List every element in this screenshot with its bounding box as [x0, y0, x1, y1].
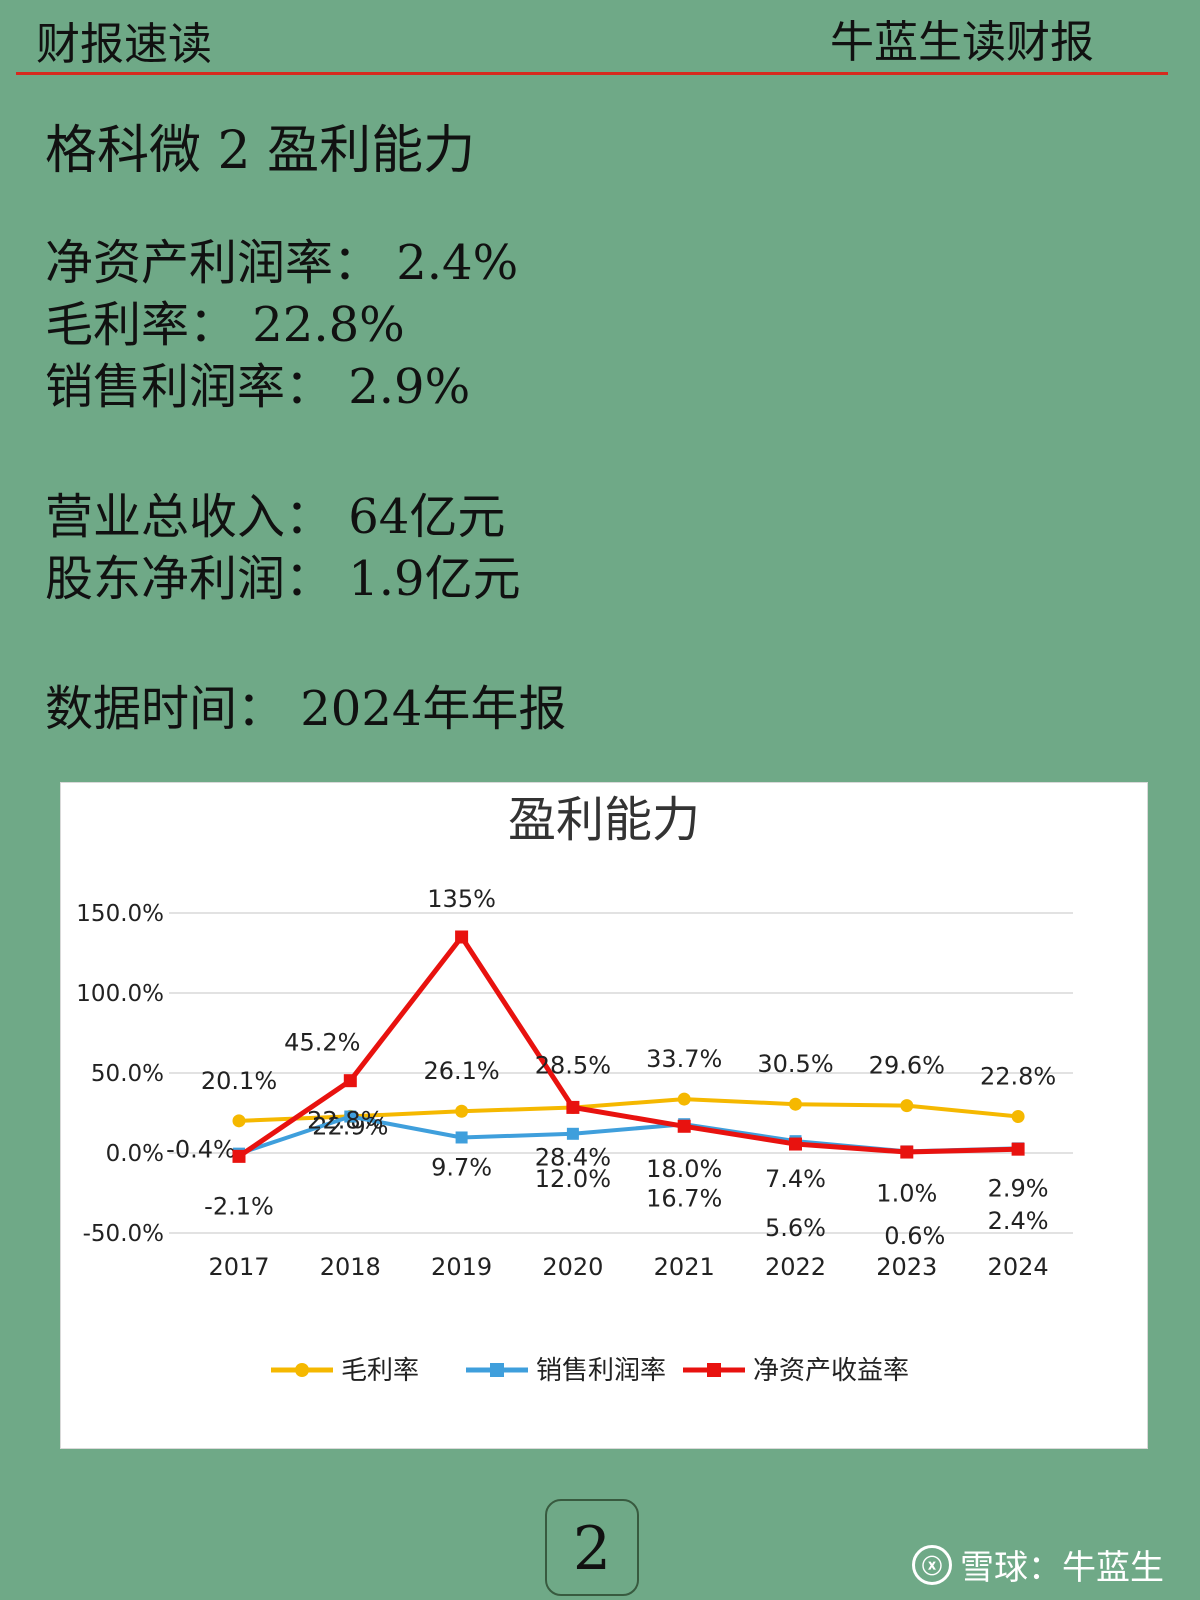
- y-tick-label: 50.0%: [91, 1061, 164, 1087]
- legend-label: 净资产收益率: [753, 1356, 909, 1386]
- total-revenue: 营业总收入： 64亿元: [45, 489, 506, 545]
- data-point: [455, 1104, 469, 1118]
- data-point: [455, 1131, 468, 1144]
- data-label: 45.2%: [284, 1029, 360, 1057]
- data-point: [232, 1114, 246, 1128]
- net-profit: 股东净利润： 1.9亿元: [45, 551, 521, 607]
- watermark-text: 雪球：牛蓝生: [960, 1548, 1164, 1588]
- y-tick-label: -50.0%: [83, 1221, 164, 1247]
- x-tick-label: 2022: [765, 1253, 826, 1281]
- watermark: ⓧ 雪球：牛蓝生: [912, 1540, 1164, 1589]
- totals-block: 营业总收入： 64亿元 股东净利润： 1.9亿元: [45, 486, 521, 610]
- metrics-block: 净资产利润率： 2.4% 毛利率： 22.8% 销售利润率： 2.9%: [45, 232, 518, 418]
- data-point: [789, 1097, 802, 1111]
- x-tick-label: 2019: [431, 1253, 492, 1281]
- data-time: 数据时间： 2024年年报: [45, 681, 567, 737]
- data-label: 22.8%: [307, 1107, 383, 1135]
- data-point: [566, 1100, 580, 1114]
- y-tick-label: 100.0%: [76, 981, 164, 1007]
- data-label: 33.7%: [646, 1045, 722, 1073]
- data-label: -2.1%: [204, 1192, 274, 1220]
- header-left-title: 财报速读: [36, 19, 212, 70]
- chart-title: 盈利能力: [508, 792, 700, 848]
- x-tick-label: 2023: [876, 1253, 937, 1281]
- x-tick-label: 2020: [542, 1253, 603, 1281]
- data-label: 22.8%: [980, 1063, 1056, 1091]
- legend-label: 毛利率: [341, 1356, 419, 1386]
- xueqiu-logo-icon: ⓧ: [912, 1544, 952, 1585]
- data-point: [677, 1119, 691, 1133]
- data-point: [455, 930, 469, 944]
- page-title: 格科微 2 盈利能力: [45, 121, 476, 181]
- data-label: 16.7%: [646, 1184, 722, 1212]
- data-point: [789, 1137, 802, 1151]
- header-right-title: 牛蓝生读财报: [830, 17, 1094, 68]
- y-tick-label: 0.0%: [106, 1141, 164, 1167]
- data-point: [677, 1092, 691, 1106]
- profitability-chart: 盈利能力 -50.0% 0.0% 50.0% 100.0% 150.0% 2017 2018…: [60, 782, 1148, 1449]
- data-label: 29.6%: [869, 1052, 945, 1080]
- metric-gross-margin: 毛利率： 22.8%: [45, 297, 405, 353]
- data-point: [232, 1149, 246, 1163]
- header-divider: [16, 72, 1168, 75]
- data-point: [900, 1145, 914, 1159]
- x-tick-label: 2024: [988, 1253, 1049, 1281]
- data-label: 26.1%: [423, 1057, 499, 1085]
- data-label: 5.6%: [765, 1214, 826, 1242]
- data-label: 2.4%: [988, 1207, 1049, 1235]
- x-tick-label: 2017: [208, 1253, 269, 1281]
- metric-net-margin: 销售利润率： 2.9%: [45, 359, 471, 415]
- data-label: 135%: [427, 885, 496, 913]
- x-tick-label: 2018: [320, 1253, 381, 1281]
- series-3: -2.1% 45.2% 135% 28.5% 16.7% 5.6% 0.6% 2.4%: [204, 885, 1048, 1250]
- page-number: 2: [545, 1499, 639, 1596]
- legend-marker: [295, 1363, 309, 1377]
- data-point: [1011, 1142, 1025, 1156]
- data-point: [1011, 1110, 1025, 1124]
- data-label: 1.0%: [876, 1179, 937, 1207]
- chart-svg: 盈利能力 -50.0% 0.0% 50.0% 100.0% 150.0% 2017 2018…: [76, 792, 1073, 1386]
- x-tick-label: 2021: [654, 1253, 715, 1281]
- metric-roe: 净资产利润率： 2.4%: [45, 235, 519, 291]
- data-label: 7.4%: [765, 1165, 826, 1193]
- legend: 毛利率 销售利润率 净资产收益率: [271, 1356, 909, 1386]
- data-label: 12.0%: [535, 1165, 611, 1193]
- legend-marker: [707, 1363, 721, 1377]
- legend-label: 销售利润率: [536, 1356, 666, 1386]
- series-line: [238, 1097, 1019, 1123]
- data-label: 2.9%: [988, 1174, 1049, 1202]
- data-point: [343, 1074, 357, 1088]
- series-line: [237, 934, 1019, 1159]
- data-point: [900, 1099, 914, 1113]
- legend-marker: [490, 1363, 504, 1377]
- data-label: 0.6%: [884, 1222, 945, 1250]
- data-point: [344, 1110, 357, 1123]
- data-label: 20.1%: [201, 1067, 277, 1095]
- data-label: 28.5%: [535, 1051, 611, 1079]
- data-label: 30.5%: [757, 1050, 833, 1078]
- y-tick-label: 150.0%: [76, 901, 164, 927]
- series-2: -0.4% 22.8% 9.7% 12.0% 18.0% 7.4% 1.0% 2.9%: [166, 1107, 1048, 1208]
- data-label: 9.7%: [431, 1153, 492, 1181]
- data-time-block: 数据时间： 2024年年报: [45, 678, 566, 740]
- data-label: -0.4%: [166, 1136, 236, 1164]
- data-point: [566, 1127, 579, 1140]
- data-label: 28.4%: [535, 1144, 611, 1172]
- data-label: 18.0%: [646, 1155, 722, 1183]
